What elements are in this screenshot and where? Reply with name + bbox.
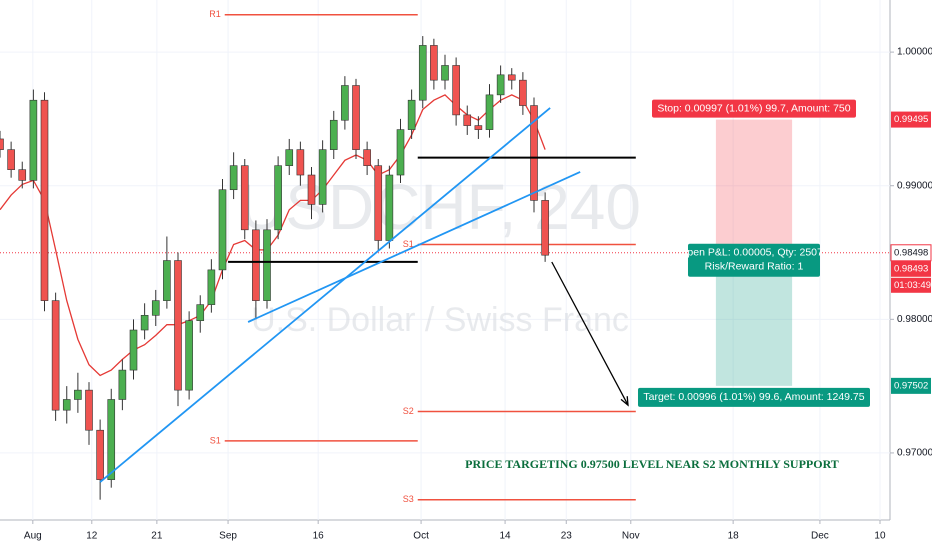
trend-line: [99, 107, 551, 483]
candle-body: [96, 429, 104, 480]
candle-body: [252, 229, 260, 301]
candle-body: [318, 149, 327, 205]
candle-body: [519, 79, 527, 106]
candle-body: [140, 315, 149, 331]
candle-body: [407, 99, 416, 130]
countdown-badge: [891, 277, 931, 293]
watermark-symbol: USDCHF, 240: [239, 171, 641, 243]
candle-body: [151, 300, 160, 316]
candle-body: [296, 149, 305, 176]
candle-body: [496, 74, 505, 96]
candle-body: [196, 304, 205, 321]
price-badge: [891, 377, 931, 394]
candle-body: [207, 269, 216, 305]
price-badge-label: 0.98493: [894, 263, 928, 274]
pivot-label: S1: [210, 435, 221, 445]
x-tick-label: 23: [561, 531, 573, 542]
y-tick-label: 0.99000: [897, 180, 932, 191]
x-tick-label: Nov: [622, 531, 640, 542]
candle-body: [530, 105, 538, 201]
candle-body: [463, 114, 472, 126]
candle-body: [18, 169, 27, 181]
x-tick-label: 10: [874, 531, 886, 542]
y-tick-label: 0.98000: [897, 314, 932, 325]
y-tick-label: 1.00000: [897, 47, 932, 58]
candle-body: [85, 389, 93, 431]
candle-body: [452, 65, 460, 116]
candle-body: [374, 165, 383, 241]
candle-body: [118, 369, 127, 400]
candle-body: [352, 85, 360, 150]
x-tick-label: 16: [313, 531, 325, 542]
arrow-head: [620, 396, 629, 407]
price-badge: [891, 260, 931, 277]
candle-body: [29, 99, 38, 181]
candle-body: [0, 138, 4, 150]
price-badge-label: 0.98498: [894, 247, 928, 258]
target-label-box: [637, 387, 870, 407]
annotation: PRICE TARGETING 0.97500 LEVEL NEAR S2 MO…: [465, 457, 839, 471]
candle-body: [240, 165, 249, 231]
candle-body: [229, 165, 238, 191]
stop-zone: [715, 119, 793, 253]
x-tick-label: 21: [151, 531, 163, 542]
candle-body: [74, 389, 82, 400]
candle-body: [441, 65, 449, 81]
pivot-label: R1: [209, 9, 221, 19]
stop-label-box: [651, 99, 856, 118]
ratio-label: Risk/Reward Ratio: 1: [705, 261, 804, 273]
x-tick-label: Dec: [811, 531, 829, 542]
candle-body: [507, 74, 516, 81]
candle-body: [174, 260, 182, 391]
pnl-label-box: [687, 243, 820, 277]
x-tick-label: Sep: [219, 531, 237, 542]
candle-body: [474, 125, 483, 130]
candle-body: [430, 45, 438, 81]
x-tick-label: 18: [728, 531, 740, 542]
pivot-label: S1: [403, 239, 414, 249]
x-tick-label: Oct: [413, 531, 429, 542]
candle-body: [185, 320, 193, 391]
trend-line: [247, 171, 581, 323]
pivot-label: S3: [403, 494, 414, 504]
countdown: 01:03:49: [894, 280, 931, 291]
candle-body: [285, 149, 294, 166]
candle-body: [274, 165, 282, 231]
x-tick-label: 14: [500, 531, 512, 542]
candle-body: [485, 94, 494, 130]
target-label: Target: 0.00996 (1.01%) 99.6, Amount: 12…: [643, 391, 864, 403]
x-tick-label: Aug: [24, 531, 42, 542]
candle-body: [385, 174, 394, 241]
candle-body: [129, 329, 138, 371]
candle-body: [363, 149, 371, 166]
candle-body: [107, 399, 116, 480]
candle-body: [7, 149, 15, 170]
candle-body: [163, 260, 171, 301]
price-badge-label: 0.97502: [894, 380, 928, 391]
candle-body: [218, 189, 227, 271]
candle-body: [396, 129, 405, 176]
price-badge-label: 0.99495: [894, 114, 928, 125]
y-tick-label: 0.97000: [897, 448, 932, 459]
candle-body: [51, 300, 60, 411]
stop-label: Stop: 0.00997 (1.01%) 99.7, Amount: 750: [657, 102, 850, 114]
candle-body: [541, 200, 549, 256]
candle-body: [40, 99, 49, 301]
x-tick-label: 12: [86, 531, 98, 542]
candle-body: [307, 174, 316, 205]
candle-body: [62, 399, 71, 411]
candle-body: [263, 229, 271, 301]
pivot-label: S2: [403, 406, 414, 416]
candle-body: [418, 45, 427, 101]
candle-body: [329, 119, 338, 150]
watermark-name: U.S. Dollar / Swiss Franc: [251, 301, 629, 339]
pnl-label: Open P&L: 0.00005, Qty: 25075: [679, 247, 829, 259]
arrow: [551, 261, 629, 406]
price-badge: [891, 111, 931, 128]
candle-body: [341, 85, 349, 121]
